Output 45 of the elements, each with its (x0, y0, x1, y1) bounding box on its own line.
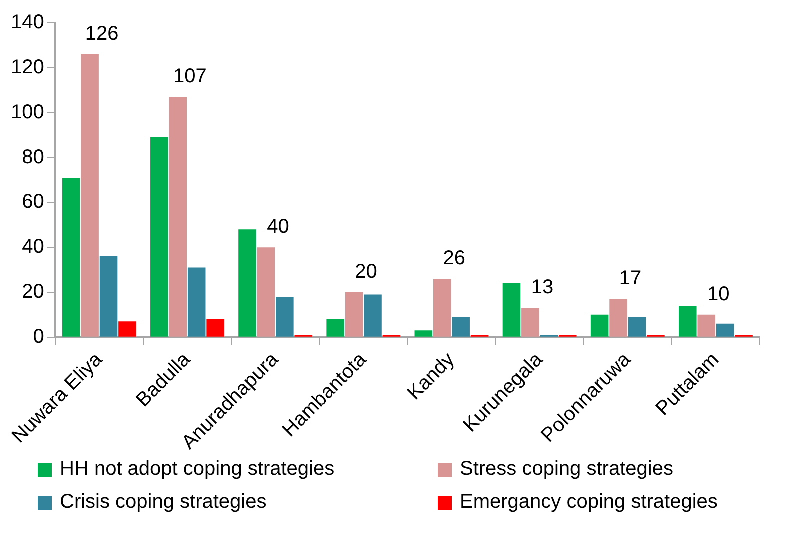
bar (62, 178, 80, 337)
bar (590, 314, 609, 337)
bar (188, 268, 206, 337)
data-label: 13 (531, 276, 554, 299)
bar (257, 248, 276, 337)
y-tick-label: 120 (10, 56, 44, 78)
bar (150, 138, 168, 337)
data-label: 26 (443, 248, 466, 270)
bar (452, 317, 470, 337)
y-tick-label: 100 (10, 101, 44, 124)
bar (206, 319, 224, 337)
bar (414, 330, 433, 337)
y-tick-label: 60 (22, 191, 44, 214)
data-label: 17 (619, 268, 642, 290)
bar (698, 314, 716, 337)
bar (238, 230, 256, 337)
legend-label: Crisis coping strategies (60, 491, 267, 514)
bar (628, 317, 646, 337)
y-tick-label: 0 (33, 326, 44, 348)
bar (522, 308, 540, 337)
y-tick-label: 20 (22, 280, 44, 303)
bar (345, 292, 364, 337)
data-label: 126 (85, 22, 119, 45)
bar (118, 322, 136, 337)
y-tick-label: 40 (22, 236, 44, 258)
data-label: 10 (707, 283, 730, 306)
bar (678, 306, 697, 337)
y-tick-label: 80 (22, 146, 44, 168)
bar (433, 279, 452, 337)
bar (716, 324, 734, 337)
y-tick-label: 140 (10, 12, 44, 34)
bar (502, 283, 521, 337)
bar (610, 299, 628, 337)
data-label: 40 (267, 216, 290, 238)
legend-label: HH not adopt coping strategies (60, 458, 335, 481)
bar (169, 97, 188, 337)
data-label: 20 (355, 260, 378, 283)
legend-label: Emergancy coping strategies (460, 491, 718, 514)
bar (326, 319, 344, 337)
data-label: 107 (173, 66, 207, 88)
bar (276, 296, 294, 337)
bar (364, 294, 382, 337)
legend-label: Stress coping strategies (460, 458, 674, 481)
bar (100, 256, 118, 337)
bar (81, 54, 99, 337)
